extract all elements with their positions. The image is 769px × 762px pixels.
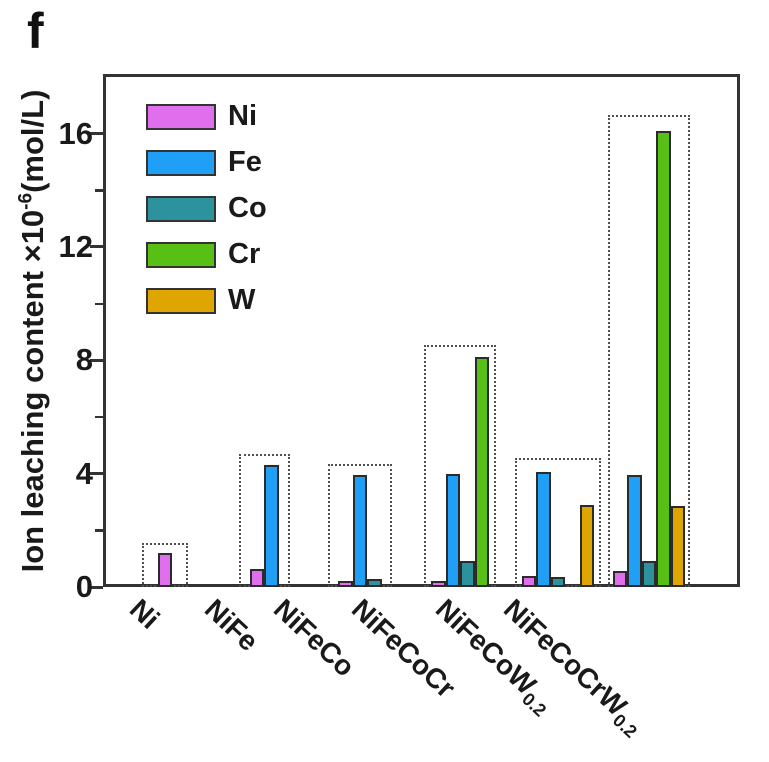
bar-ni-nifeco [338,580,353,587]
y-major-tick [90,472,103,476]
y-minor-tick [95,189,103,192]
legend-item-cr: Cr [146,238,267,270]
y-minor-tick [95,529,103,532]
legend-swatch-ni [146,103,216,130]
legend-swatch-w [146,287,216,314]
bar-w-nifecow0.2 [579,504,595,587]
bar-fe-nifecocrw0.2 [627,475,642,587]
bar-fe-nifeco [352,475,368,587]
legend-item-co: Co [146,192,267,224]
panel-label: f [27,3,44,59]
bar-co-nifecocr [460,561,475,587]
bar-ni-ni [157,552,173,587]
legend-label-cr: Cr [228,238,261,270]
bar-cr-nifecocr [474,357,489,587]
legend-swatch-cr [146,241,216,268]
legend-swatch-fe [146,149,216,176]
y-tick-label: 4 [75,455,93,491]
bar-ni-nifecocrw0.2 [612,571,628,587]
y-major-tick [90,358,103,362]
legend-item-fe: Fe [146,146,267,178]
x-tick-label-ni: Ni [123,593,166,635]
y-tick-label: 12 [58,228,93,264]
bar-fe-nife [264,465,279,587]
bar-ni-nife [249,568,264,587]
bar-co-nifeco [367,579,382,587]
bar-ni-nifecocr [431,580,446,587]
legend-swatch-co [146,195,216,222]
y-minor-tick [95,302,103,306]
y-axis-title-text: Ion leaching content ×10 [15,209,50,573]
bar-fe-nifecow0.2 [536,472,551,587]
bar-ni-nifecow0.2 [521,575,537,587]
y-tick-label: 0 [75,569,93,604]
x-tick-label-nifeco: NiFeCo [268,593,362,683]
legend-item-w: W [146,284,267,316]
legend-label-w: W [228,284,256,316]
y-tick-label: 16 [58,115,93,151]
bar-fe-nifecocr [445,473,460,587]
y-tick-label: 8 [75,342,93,378]
bar-co-nifecocrw0.2 [641,560,657,587]
y-minor-tick [95,415,103,419]
bar-co-nifecow0.2 [550,577,566,587]
legend: Ni Fe Co Cr W [146,100,267,333]
legend-item-ni: Ni [146,100,267,132]
legend-label-ni: Ni [228,100,257,132]
bar-cr-nifecocrw0.2 [656,130,671,587]
y-major-tick [90,132,103,136]
y-axis-title-exponent: -6 [15,192,37,210]
bar-w-nifecocrw0.2 [670,506,686,587]
legend-label-fe: Fe [228,146,262,178]
x-tick-label-nife: NiFe [198,593,265,658]
legend-label-co: Co [228,192,267,224]
y-major-tick [90,245,103,249]
y-major-tick [90,585,103,589]
